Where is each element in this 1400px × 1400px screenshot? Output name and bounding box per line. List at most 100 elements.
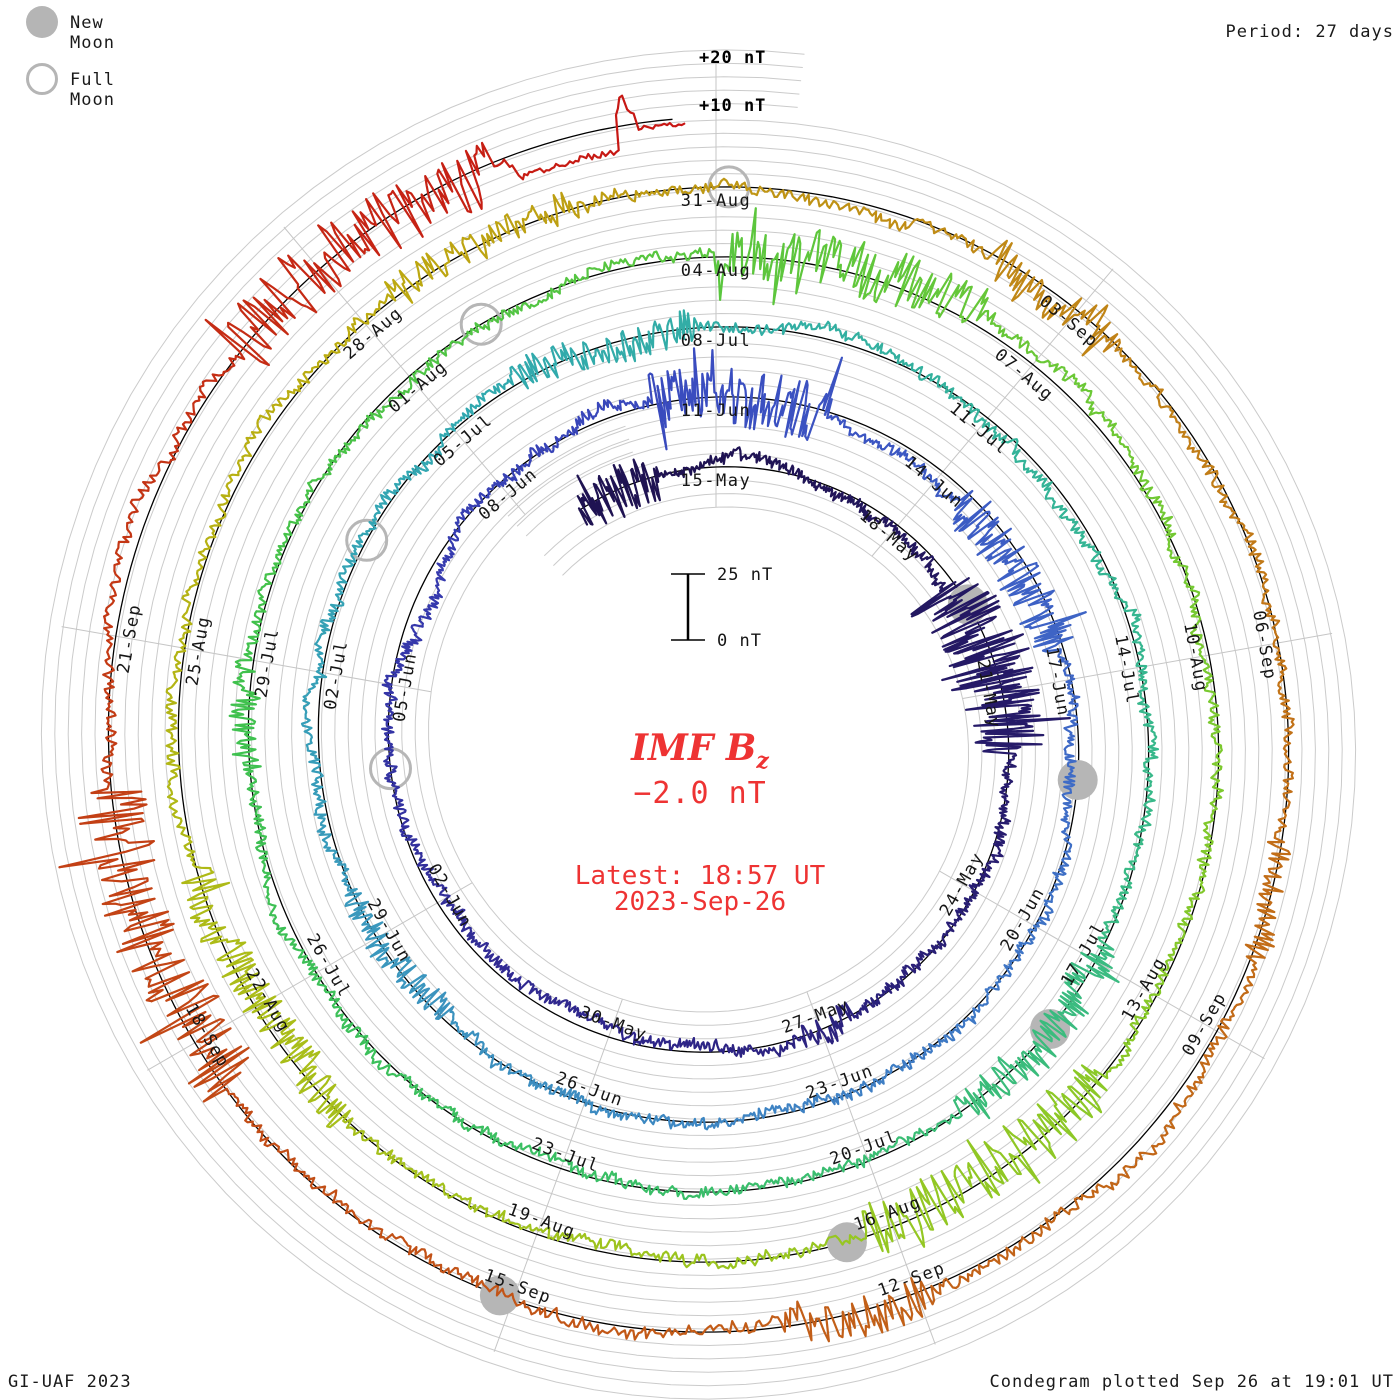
bz-trace-segment — [322, 1189, 355, 1215]
bz-trace-segment — [1244, 940, 1275, 979]
bz-trace-segment — [142, 459, 172, 492]
bz-trace-segment — [506, 204, 548, 239]
bz-trace-segment — [1037, 359, 1069, 381]
bz-trace-segment — [1043, 995, 1085, 1034]
bz-trace-segment — [932, 590, 997, 622]
radial-gridline — [939, 870, 1265, 1060]
bz-trace-segment — [296, 1065, 337, 1104]
bz-trace-segment — [701, 320, 729, 333]
bz-trace-segment — [645, 1184, 676, 1197]
bz-trace-segment — [1031, 474, 1053, 500]
bz-trace-segment — [896, 964, 916, 988]
bz-trace-segment — [397, 813, 410, 836]
bz-trace-segment — [450, 407, 475, 432]
bz-trace-segment — [968, 882, 981, 902]
bz-trace-segment — [881, 1063, 904, 1080]
bz-trace-segment — [1102, 333, 1132, 367]
bz-trace-segment — [1027, 921, 1047, 945]
bz-trace-segment — [586, 1012, 606, 1026]
bz-trace-segment — [1021, 1217, 1055, 1245]
bz-trace-segment — [528, 444, 549, 464]
bz-trace-segment — [819, 1013, 844, 1045]
bz-trace-segment — [1041, 641, 1069, 665]
bz-trace-segment — [597, 464, 628, 519]
bz-trace-segment — [1222, 504, 1250, 534]
bz-trace-segment — [418, 605, 432, 627]
bz-trace-segment — [859, 1076, 885, 1093]
bz-trace-segment — [101, 887, 170, 933]
bz-trace-segment — [280, 1036, 321, 1075]
grid-spirals — [40, 49, 1357, 1400]
bz-trace-segment — [632, 458, 659, 504]
bz-trace-segment — [929, 477, 944, 498]
bz-trace-segment — [976, 527, 1013, 562]
bz-trace-segment — [876, 342, 902, 364]
bz-trace-segment — [717, 448, 738, 465]
bz-trace-segment — [784, 464, 804, 480]
bz-trace-segment — [126, 488, 150, 525]
bz-trace-segment — [543, 1306, 579, 1329]
bz-trace-segment — [109, 558, 122, 599]
bz-trace-segment — [1103, 905, 1120, 934]
bz-trace-segment — [767, 1044, 789, 1058]
bz-trace-segment — [400, 833, 421, 852]
bz-trace-segment — [436, 340, 464, 360]
bz-trace-segment — [630, 1250, 665, 1263]
bz-trace-segment — [930, 572, 946, 593]
grid-spiral — [67, 76, 1330, 1373]
bz-trace-segment — [489, 1132, 518, 1151]
bz-trace-segment — [560, 267, 589, 287]
bz-trace-segment — [668, 466, 687, 479]
bz-trace-segment — [1085, 394, 1111, 422]
bz-trace-segment — [662, 1250, 696, 1269]
bz-trace-segment — [384, 775, 400, 798]
bz-trace-segment — [365, 932, 390, 962]
bz-trace-segment — [332, 849, 350, 875]
bz-trace-segment — [966, 1139, 1022, 1185]
footer-plotted: Condegram plotted Sep 26 at 19:01 UT — [989, 1372, 1394, 1392]
bz-trace-segment — [455, 908, 472, 933]
bz-trace-segment — [436, 552, 455, 572]
bz-trace-segment — [743, 373, 767, 431]
bz-trace-segment — [385, 657, 405, 678]
bz-trace-segment — [1002, 1118, 1057, 1184]
bz-trace-segment — [572, 1090, 594, 1114]
bz-trace-segment — [924, 555, 935, 578]
gridline-label: +10 nT — [699, 96, 766, 116]
radial-gridline — [283, 226, 526, 515]
bz-trace-segment — [814, 481, 834, 493]
bz-trace-segment — [344, 540, 363, 568]
bz-trace-segment — [1273, 803, 1291, 840]
bz-trace-segment — [1062, 769, 1076, 794]
bz-trace-segment — [948, 633, 1030, 669]
bz-trace-segment — [941, 647, 1034, 683]
bz-trace-segment — [994, 242, 1031, 302]
bz-trace-segment — [937, 1024, 962, 1044]
bz-trace-segment — [943, 385, 966, 404]
bz-trace-segment — [392, 260, 423, 304]
bz-trace-segment — [1105, 1049, 1131, 1076]
bz-trace-segment — [514, 1142, 546, 1157]
bz-trace-segment — [740, 181, 776, 198]
bz-trace-segment — [345, 1117, 377, 1142]
bz-trace-segment — [966, 239, 1009, 265]
bz-trace-segment — [311, 779, 327, 806]
bz-trace-segment — [848, 1201, 884, 1253]
bz-trace-segment — [921, 1038, 942, 1060]
nT-gridline-labels: +20 nT +10 nT — [699, 48, 766, 116]
bz-trace-segment — [543, 434, 564, 454]
bz-trace-segment — [221, 958, 270, 1001]
bz-trace-segment — [953, 1139, 1001, 1199]
bz-trace-segment — [437, 427, 456, 451]
bz-trace-segment — [710, 1038, 732, 1055]
bz-trace-segment — [846, 494, 864, 509]
bz-trace-segment — [399, 1157, 430, 1180]
bz-trace-segment — [910, 950, 925, 974]
bz-trace-segment — [1044, 497, 1068, 520]
bz-trace-segment — [478, 481, 496, 501]
bz-trace-segment — [225, 462, 242, 498]
bz-trace-segment — [420, 867, 437, 886]
bz-trace-segment — [962, 401, 985, 423]
bz-trace-segment — [589, 1105, 616, 1119]
